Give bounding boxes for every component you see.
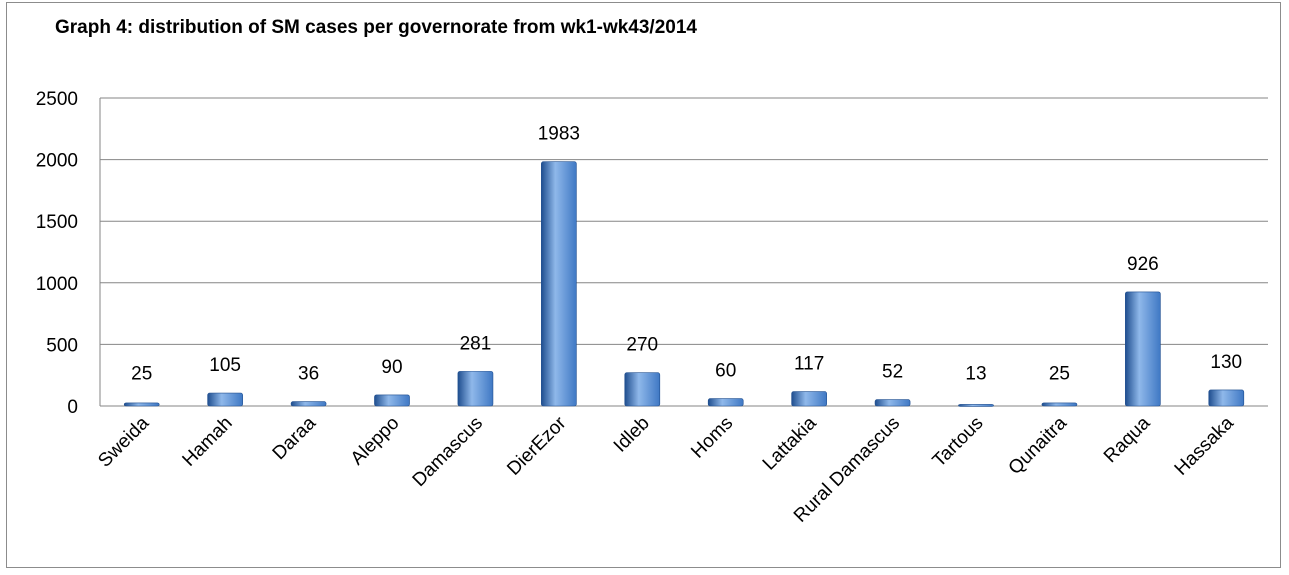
bar	[791, 391, 827, 407]
chart-frame: Graph 4: distribution of SM cases per go…	[6, 2, 1281, 568]
x-category-label: Hamah	[179, 413, 237, 471]
bar	[207, 392, 243, 407]
x-category-label: Idleb	[610, 413, 654, 457]
bar	[541, 161, 577, 407]
bar	[874, 399, 911, 407]
data-label: 60	[715, 361, 736, 382]
y-tick-label: 1000	[36, 274, 78, 295]
bars	[123, 161, 1245, 407]
data-label: 13	[965, 364, 986, 385]
x-category-label: Aleppo	[347, 413, 404, 470]
bar	[290, 401, 327, 407]
y-tick-label: 0	[67, 397, 78, 418]
y-axis-ticks: 0 500 1000 1500 2000 2500	[36, 89, 78, 418]
x-category-label: Lattakia	[759, 412, 821, 474]
x-category-label: Hassaka	[1171, 412, 1238, 479]
x-axis-categories: Sweida Hamah Daraa Aleppo Damascus DierEzor Id…	[94, 412, 1238, 527]
y-tick-label: 2500	[36, 89, 78, 110]
bar	[1041, 402, 1078, 407]
y-tick-label: 500	[46, 335, 78, 356]
gridlines	[99, 97, 1268, 407]
x-category-label: Sweida	[94, 412, 153, 471]
x-category-label: Daraa	[269, 412, 321, 464]
data-label: 130	[1210, 352, 1242, 373]
bar	[1125, 291, 1161, 407]
bar	[958, 404, 994, 407]
x-category-label: Raqua	[1100, 412, 1155, 467]
bar	[624, 372, 661, 407]
data-label: 270	[626, 335, 658, 356]
x-category-label: DierEzor	[503, 412, 571, 480]
data-label: 117	[794, 354, 824, 375]
chart-title: Graph 4: distribution of SM cases per go…	[55, 17, 697, 38]
data-label: 36	[298, 364, 319, 385]
bar	[374, 394, 410, 407]
data-label: 926	[1127, 254, 1159, 275]
data-label: 52	[882, 362, 903, 383]
x-category-label: Tartous	[929, 413, 988, 472]
bar	[457, 371, 494, 407]
x-category-label: Qunaitra	[1005, 412, 1072, 479]
x-category-label: Homs	[687, 413, 737, 463]
y-tick-label: 2000	[36, 151, 78, 172]
x-category-label: Damascus	[409, 413, 487, 491]
data-label: 25	[1049, 364, 1070, 385]
bar	[707, 398, 744, 407]
data-label: 105	[209, 355, 241, 376]
data-labels: 25 105 36 90 281 1983 270 60 117 52 13 25 926 130	[131, 124, 1242, 385]
data-label: 90	[381, 357, 402, 378]
bar	[1208, 389, 1245, 407]
y-tick-label: 1500	[36, 212, 78, 233]
data-label: 25	[131, 364, 152, 385]
data-label: 1983	[538, 124, 580, 145]
data-label: 281	[460, 333, 492, 354]
bar	[123, 402, 160, 407]
